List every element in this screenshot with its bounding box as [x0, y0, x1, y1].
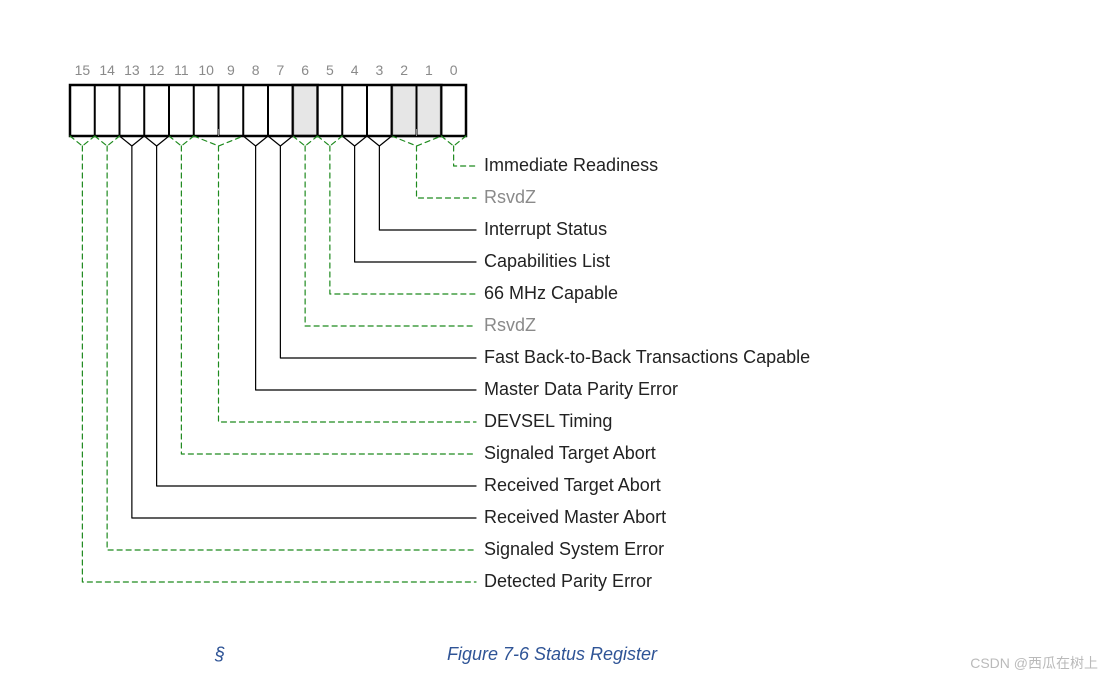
- bit-number: 6: [301, 62, 309, 78]
- bit-number: 5: [326, 62, 334, 78]
- bit-number: 9: [227, 62, 235, 78]
- field-label: Signaled Target Abort: [484, 443, 656, 463]
- status-register-diagram: 1514131211109876543210Immediate Readines…: [0, 0, 1104, 694]
- bit-number: 11: [174, 62, 189, 78]
- bit-number: 3: [375, 62, 383, 78]
- section-mark: §: [214, 644, 225, 664]
- field-label: Capabilities List: [484, 251, 610, 271]
- field-lead: [70, 136, 476, 582]
- field-label: Fast Back-to-Back Transactions Capable: [484, 347, 810, 367]
- field-lead: [120, 136, 477, 518]
- field-lead: [441, 136, 476, 166]
- bit-number: 14: [99, 62, 115, 78]
- watermark: CSDN @西瓜在树上: [970, 655, 1098, 671]
- bit-number: 15: [75, 62, 91, 78]
- field-lead: [194, 136, 476, 422]
- field-label: RsvdZ: [484, 187, 536, 207]
- bit-number: 13: [124, 62, 140, 78]
- field-lead: [367, 136, 476, 230]
- bit-number: 7: [276, 62, 284, 78]
- field-label: RsvdZ: [484, 315, 536, 335]
- field-label: Signaled System Error: [484, 539, 664, 559]
- field-lead: [144, 136, 476, 486]
- field-lead: [293, 136, 476, 326]
- figure-caption: Figure 7-6 Status Register: [447, 644, 658, 664]
- field-label: Received Target Abort: [484, 475, 661, 495]
- bit-number: 4: [351, 62, 359, 78]
- field-label: DEVSEL Timing: [484, 411, 612, 431]
- field-lead: [392, 136, 476, 198]
- field-label: 66 MHz Capable: [484, 283, 618, 303]
- bit-number: 2: [400, 62, 408, 78]
- field-label: Master Data Parity Error: [484, 379, 678, 399]
- field-label: Interrupt Status: [484, 219, 607, 239]
- bit-number: 0: [450, 62, 458, 78]
- field-lead: [169, 136, 476, 454]
- bit-number: 8: [252, 62, 260, 78]
- bit-number: 10: [198, 62, 214, 78]
- field-label: Detected Parity Error: [484, 571, 652, 591]
- bit-number: 1: [425, 62, 433, 78]
- field-lead: [318, 136, 477, 294]
- field-lead: [342, 136, 476, 262]
- field-lead: [268, 136, 476, 358]
- field-lead: [243, 136, 476, 390]
- field-label: Immediate Readiness: [484, 155, 658, 175]
- bit-number: 12: [149, 62, 165, 78]
- field-label: Received Master Abort: [484, 507, 666, 527]
- reserved-cell: [293, 85, 318, 136]
